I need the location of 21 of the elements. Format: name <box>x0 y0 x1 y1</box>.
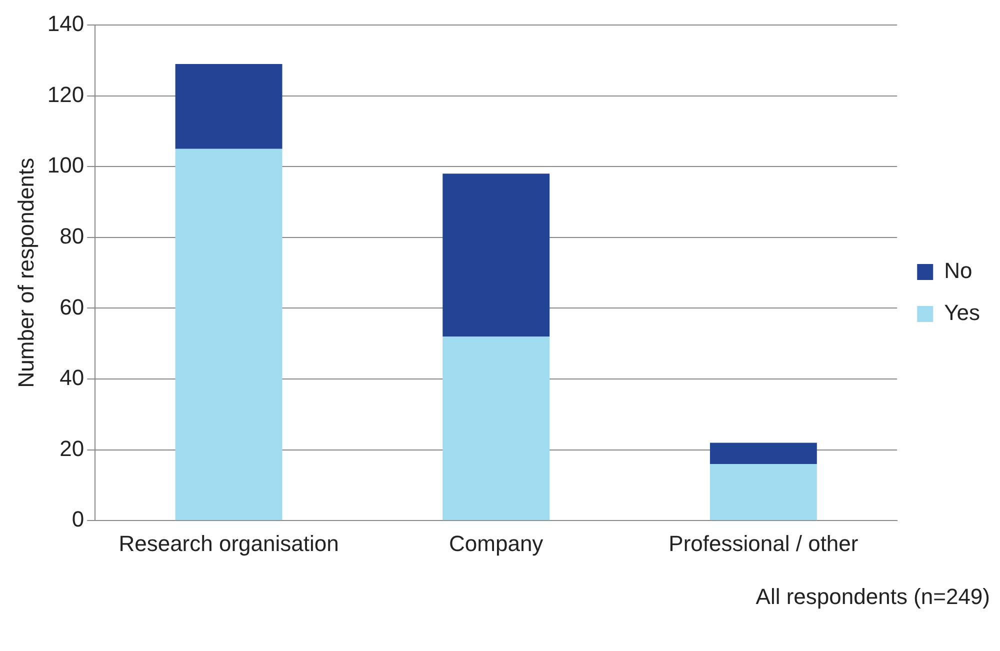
y-tick-label: 120 <box>47 82 84 107</box>
bar <box>710 464 817 520</box>
y-tick-label: 20 <box>60 436 84 461</box>
y-tick-label: 60 <box>60 294 84 320</box>
x-tick-label: Professional / other <box>668 530 858 556</box>
y-tick-label: 0 <box>72 506 84 532</box>
y-axis-title: Number of respondents <box>13 158 38 388</box>
bar <box>175 148 282 520</box>
legend-label: Yes <box>944 300 980 326</box>
y-tick-label: 100 <box>47 152 84 178</box>
y-tick-label: 80 <box>60 223 84 248</box>
x-tick-label: Research organisation <box>118 530 339 556</box>
bar <box>175 64 282 149</box>
y-tick-label: 140 <box>47 11 84 36</box>
text: All respondents (n=249) <box>756 584 990 610</box>
legend-label: No <box>944 258 972 284</box>
bar <box>442 336 550 520</box>
x-tick-label: Company <box>449 530 544 556</box>
bar <box>442 174 550 337</box>
bar <box>710 442 817 464</box>
y-tick-label: 40 <box>60 365 84 390</box>
